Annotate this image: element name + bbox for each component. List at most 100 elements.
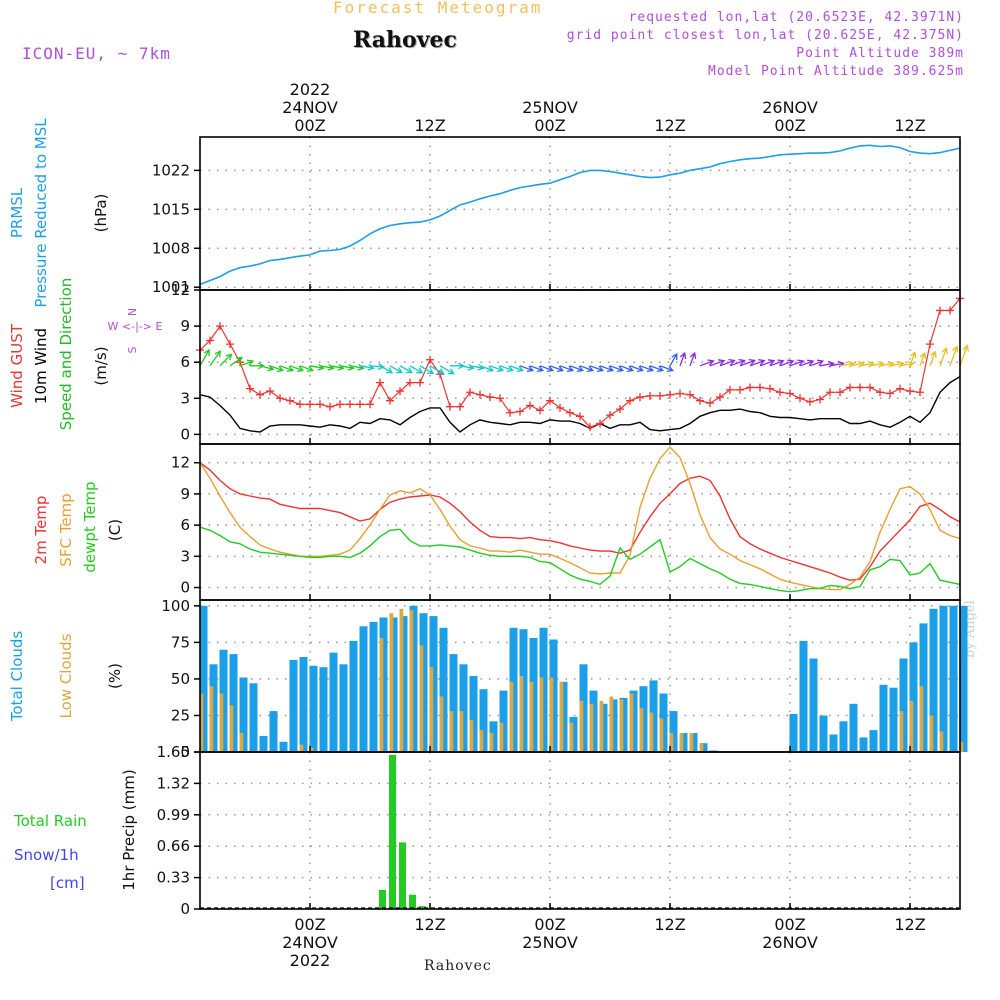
low-cloud-bar xyxy=(209,686,214,752)
wind-direction-arrow xyxy=(719,358,736,367)
wind-direction-arrow xyxy=(589,365,605,373)
top-time-label: 26NOV xyxy=(762,98,818,117)
gust-marker xyxy=(756,383,764,392)
rain-label: Total Rain xyxy=(13,812,87,830)
panel-frame xyxy=(199,751,961,910)
gust-marker xyxy=(776,388,784,397)
total-cloud-bar xyxy=(909,642,918,752)
gust-marker xyxy=(596,419,604,428)
gust-marker xyxy=(856,383,864,392)
total-cloud-bar xyxy=(309,665,318,752)
gust-marker xyxy=(506,408,514,417)
total-cloud-bar xyxy=(419,613,428,752)
total-cloud-bar xyxy=(829,734,838,752)
low-cloud-bar xyxy=(449,711,454,752)
low-cloud-bar xyxy=(219,693,224,752)
low-cloud-bar xyxy=(499,722,504,752)
wind-direction-arrow xyxy=(599,365,615,373)
total-cloud-bar xyxy=(819,715,828,752)
wind-direction-arrow xyxy=(419,365,435,375)
precip-unit-label: 1hr Precip (mm) xyxy=(120,769,138,890)
gust-marker xyxy=(516,407,524,416)
total-cloud-bar xyxy=(219,649,228,752)
top-time-label: 00Z xyxy=(774,116,805,135)
gust-marker xyxy=(806,397,814,406)
low-cloud-bar xyxy=(419,645,424,752)
wind-direction-arrow xyxy=(509,365,525,373)
rain-bar xyxy=(379,890,386,909)
top-time-label: 12Z xyxy=(414,116,445,135)
temp-sfc-line xyxy=(199,446,961,591)
wind-direction-arrow xyxy=(499,365,515,373)
forecast-title: Forecast Meteogram xyxy=(333,0,543,17)
total-cloud-bar xyxy=(319,667,328,752)
bottom-time-label: 00Z xyxy=(294,915,325,934)
total-cloud-bar xyxy=(619,697,628,752)
wind-direction-arrow xyxy=(639,365,655,373)
low-cloud-bar xyxy=(529,681,534,752)
y-tick-label: 0 xyxy=(180,425,190,443)
low-cloud-bar xyxy=(389,613,394,752)
y-tick-label: 6 xyxy=(180,353,190,371)
gust-marker xyxy=(446,402,454,411)
y-tick-label: 0.66 xyxy=(157,837,190,855)
total-cloud-bar xyxy=(279,741,288,752)
y-tick-label: 12 xyxy=(171,454,190,472)
gust-marker xyxy=(356,400,364,409)
total-cloud-bar xyxy=(199,605,208,752)
gust-marker xyxy=(296,400,304,409)
low-cloud-bar xyxy=(929,715,934,752)
total-cloud-bar xyxy=(799,640,808,752)
wind-direction-arrow xyxy=(799,359,815,367)
total-cloud-bar xyxy=(459,664,468,752)
wind-direction-arrow xyxy=(239,359,255,367)
gust-marker xyxy=(346,400,354,409)
low-cloud-bar xyxy=(199,693,204,752)
gust-marker xyxy=(696,396,704,405)
wind-direction-arrow xyxy=(909,351,917,367)
wind-direction-arrow xyxy=(959,344,969,367)
gust-marker xyxy=(906,387,914,396)
gust-marker xyxy=(476,390,484,399)
gust-marker xyxy=(826,388,834,397)
total-cloud-bar xyxy=(629,690,638,752)
requested-coords: requested lon,lat (20.6523E, 42.3971N) xyxy=(628,10,964,25)
bottom-time-label: 25NOV xyxy=(522,933,578,952)
wind-direction-label: Speed and Direction xyxy=(57,278,75,431)
wind-direction-arrow xyxy=(569,365,585,373)
gust-marker xyxy=(386,396,394,405)
low-cloud-bar xyxy=(589,703,594,752)
total-cloud-bar xyxy=(689,733,698,752)
wind-direction-arrow xyxy=(229,356,244,367)
y-tick-label: 50 xyxy=(171,670,190,688)
wind-direction-arrow xyxy=(619,365,635,373)
temp-2m-line xyxy=(199,462,961,581)
total-cloud-bar xyxy=(409,605,418,752)
y-tick-label: 1022 xyxy=(152,161,190,179)
total-cloud-bar xyxy=(379,617,388,752)
wind-direction-arrow xyxy=(439,365,455,375)
gust-marker xyxy=(686,390,694,399)
rain-bar xyxy=(419,906,426,909)
total-cloud-bar xyxy=(579,664,588,752)
rain-bar xyxy=(389,754,396,909)
wind-direction-arrow xyxy=(269,365,285,373)
total-cloud-bar xyxy=(519,629,528,752)
total-cloud-bar xyxy=(489,721,498,752)
gust-marker xyxy=(786,389,794,398)
total-cloud-bar xyxy=(499,690,508,752)
wind-direction-arrow xyxy=(209,350,221,367)
low-cloud-bar xyxy=(429,667,434,752)
low-cloud-bar xyxy=(439,696,444,752)
wind-direction-arrow xyxy=(629,365,645,373)
total-cloud-bar xyxy=(679,733,688,752)
low-cloud-bar xyxy=(919,686,924,752)
total-cloud-bar xyxy=(329,652,338,752)
total-cloud-bar xyxy=(359,626,368,752)
y-tick-label: 0 xyxy=(180,743,190,761)
low-cloud-bar xyxy=(639,708,644,752)
total-cloud-bar xyxy=(249,683,258,752)
compass-south: S xyxy=(126,346,139,353)
total-cloud-bar xyxy=(239,677,248,752)
total-cloud-bar xyxy=(869,730,878,752)
